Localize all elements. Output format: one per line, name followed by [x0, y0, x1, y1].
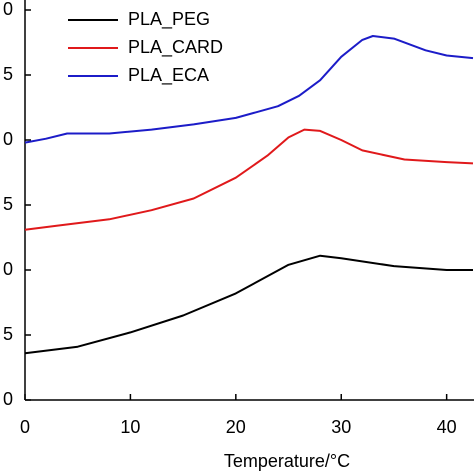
x-tick-label: 0 [20, 417, 30, 437]
y-tick-label: 5 [3, 64, 13, 84]
line-series [24, 35, 474, 144]
y-tick-label: 5 [3, 194, 13, 214]
line-series [24, 128, 474, 231]
x-tick-label: 40 [437, 417, 457, 437]
line-series [24, 254, 473, 355]
x-axis-label: Temperature/°C [224, 451, 350, 471]
legend-label: PLA_CARD [128, 37, 223, 58]
x-tick-label: 10 [120, 417, 140, 437]
x-tick-label: 20 [226, 417, 246, 437]
y-tick-label: 0 [3, 259, 13, 279]
x-tick-label: 30 [331, 417, 351, 437]
legend-label: PLA_ECA [128, 65, 209, 86]
legend-label: PLA_PEG [128, 9, 210, 30]
y-tick-label: 0 [3, 389, 13, 409]
y-tick-label: 0 [3, 129, 13, 149]
y-tick-label: 5 [3, 324, 13, 344]
y-tick-label: 0 [3, 0, 13, 19]
